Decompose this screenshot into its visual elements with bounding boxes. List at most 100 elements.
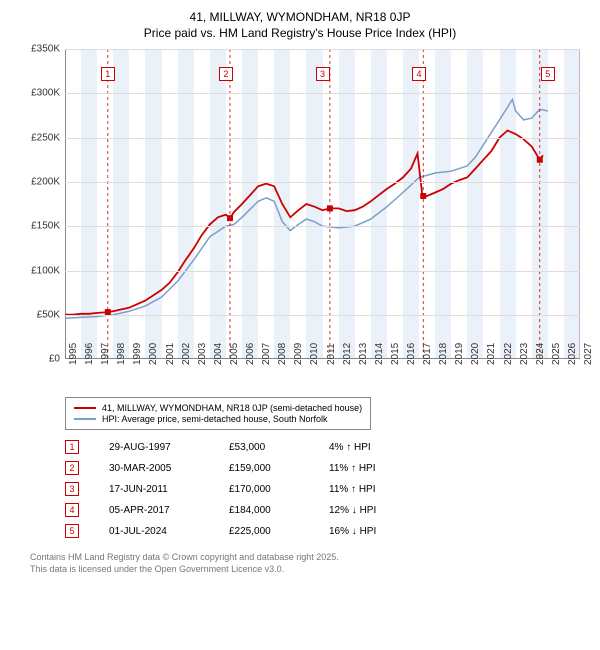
row-date: 30-MAR-2005 (109, 463, 229, 474)
gridline-h (65, 226, 580, 227)
row-change: 11% ↑ HPI (329, 484, 429, 495)
transaction-row: 3 17-JUN-2011£170,00011% ↑ HPI (65, 482, 585, 496)
transaction-row: 501-JUL-2024£225,00016% ↓ HPI (65, 524, 585, 538)
x-tick-label: 2018 (438, 343, 449, 365)
transactions-table: 129-AUG-1997£53,0004% ↑ HPI230-MAR-2005£… (65, 440, 585, 538)
y-tick-label: £350K (25, 44, 60, 55)
legend-row: 41, MILLWAY, WYMONDHAM, NR18 0JP (semi-d… (74, 403, 362, 413)
x-tick-label: 2007 (261, 343, 272, 365)
x-tick-label: 2025 (551, 343, 562, 365)
x-tick-label: 2001 (165, 343, 176, 365)
marker-square (537, 157, 543, 163)
x-tick-label: 2003 (197, 343, 208, 365)
row-change: 12% ↓ HPI (329, 505, 429, 516)
x-tick-label: 2015 (390, 343, 401, 365)
legend-swatch (74, 407, 96, 409)
x-tick-label: 2013 (358, 343, 369, 365)
row-date: 29-AUG-1997 (109, 442, 229, 453)
chart-container: 41, MILLWAY, WYMONDHAM, NR18 0JP Price p… (0, 0, 600, 650)
x-tick-label: 1997 (100, 343, 111, 365)
row-badge: 3 (65, 482, 79, 496)
legend-label: HPI: Average price, semi-detached house,… (102, 414, 327, 424)
gridline-h (65, 138, 580, 139)
row-date: 01-JUL-2024 (109, 526, 229, 537)
series-line-price_paid (65, 131, 543, 315)
x-tick-label: 2026 (567, 343, 578, 365)
attribution-footer: Contains HM Land Registry data © Crown c… (30, 552, 585, 575)
x-tick-label: 2023 (519, 343, 530, 365)
chart-area: £0£50K£100K£150K£200K£250K£300K£350K1995… (25, 49, 580, 389)
row-change: 4% ↑ HPI (329, 442, 429, 453)
row-badge: 1 (65, 440, 79, 454)
legend-swatch (74, 418, 96, 420)
row-date: 17-JUN-2011 (109, 484, 229, 495)
y-tick-label: £50K (25, 309, 60, 320)
gridline-h (65, 315, 580, 316)
title-line-2: Price paid vs. HM Land Registry's House … (144, 26, 456, 40)
row-change: 11% ↑ HPI (329, 463, 429, 474)
row-date: 05-APR-2017 (109, 505, 229, 516)
x-tick-label: 2002 (181, 343, 192, 365)
transaction-row: 4 05-APR-2017£184,00012% ↓ HPI (65, 503, 585, 517)
marker-square (420, 193, 426, 199)
row-badge: 2 (65, 461, 79, 475)
x-tick-label: 2004 (213, 343, 224, 365)
row-price: £159,000 (229, 463, 329, 474)
line-series-svg (65, 49, 580, 359)
chart-title: 41, MILLWAY, WYMONDHAM, NR18 0JP Price p… (15, 10, 585, 41)
x-tick-label: 2021 (486, 343, 497, 365)
transaction-row: 1 29-AUG-1997£53,0004% ↑ HPI (65, 440, 585, 454)
x-tick-label: 2022 (503, 343, 514, 365)
marker-badge-2: 2 (219, 67, 233, 81)
row-price: £184,000 (229, 505, 329, 516)
gridline-h (65, 182, 580, 183)
gridline-h (65, 93, 580, 94)
footer-line-1: Contains HM Land Registry data © Crown c… (30, 552, 339, 562)
x-tick-label: 1999 (132, 343, 143, 365)
row-price: £225,000 (229, 526, 329, 537)
transaction-row: 2 30-MAR-2005£159,00011% ↑ HPI (65, 461, 585, 475)
x-tick-label: 1995 (68, 343, 79, 365)
y-tick-label: £250K (25, 132, 60, 143)
y-tick-label: £200K (25, 177, 60, 188)
series-line-hpi (65, 100, 548, 319)
x-tick-label: 2016 (406, 343, 417, 365)
row-price: £53,000 (229, 442, 329, 453)
marker-square (227, 215, 233, 221)
x-tick-label: 1998 (116, 343, 127, 365)
x-tick-label: 1996 (84, 343, 95, 365)
footer-line-2: This data is licensed under the Open Gov… (30, 564, 284, 574)
x-tick-label: 2017 (422, 343, 433, 365)
y-tick-label: £150K (25, 221, 60, 232)
gridline-h (65, 271, 580, 272)
x-tick-label: 2009 (293, 343, 304, 365)
marker-badge-1: 1 (101, 67, 115, 81)
x-tick-label: 2014 (374, 343, 385, 365)
title-line-1: 41, MILLWAY, WYMONDHAM, NR18 0JP (190, 10, 411, 24)
x-tick-label: 2012 (342, 343, 353, 365)
x-tick-label: 2019 (454, 343, 465, 365)
legend: 41, MILLWAY, WYMONDHAM, NR18 0JP (semi-d… (65, 397, 371, 430)
x-tick-label: 2005 (229, 343, 240, 365)
x-tick-label: 2024 (535, 343, 546, 365)
x-tick-label: 2000 (148, 343, 159, 365)
x-tick-label: 2027 (583, 343, 594, 365)
y-tick-label: £300K (25, 88, 60, 99)
marker-badge-3: 3 (316, 67, 330, 81)
legend-row: HPI: Average price, semi-detached house,… (74, 414, 362, 424)
row-badge: 5 (65, 524, 79, 538)
row-badge: 4 (65, 503, 79, 517)
y-tick-label: £0 (25, 354, 60, 365)
marker-square (327, 206, 333, 212)
marker-badge-5: 5 (541, 67, 555, 81)
marker-badge-4: 4 (412, 67, 426, 81)
gridline-h (65, 49, 580, 50)
x-tick-label: 2010 (309, 343, 320, 365)
x-tick-label: 2008 (277, 343, 288, 365)
x-tick-label: 2020 (470, 343, 481, 365)
legend-label: 41, MILLWAY, WYMONDHAM, NR18 0JP (semi-d… (102, 403, 362, 413)
y-tick-label: £100K (25, 265, 60, 276)
row-price: £170,000 (229, 484, 329, 495)
x-tick-label: 2011 (326, 344, 337, 366)
x-tick-label: 2006 (245, 343, 256, 365)
